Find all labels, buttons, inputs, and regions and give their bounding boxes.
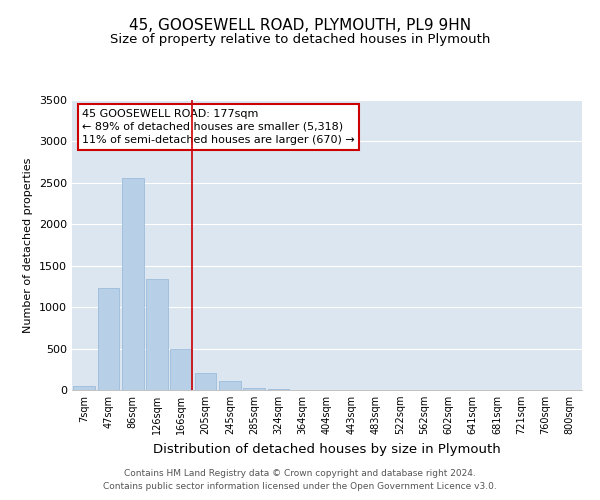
Y-axis label: Number of detached properties: Number of detached properties bbox=[23, 158, 34, 332]
Text: 45, GOOSEWELL ROAD, PLYMOUTH, PL9 9HN: 45, GOOSEWELL ROAD, PLYMOUTH, PL9 9HN bbox=[129, 18, 471, 32]
X-axis label: Distribution of detached houses by size in Plymouth: Distribution of detached houses by size … bbox=[153, 442, 501, 456]
Bar bbox=[170, 348, 192, 390]
Bar bbox=[268, 389, 289, 390]
Text: Contains public sector information licensed under the Open Government Licence v3: Contains public sector information licen… bbox=[103, 482, 497, 491]
Bar bbox=[97, 288, 119, 390]
Bar bbox=[73, 386, 95, 390]
Bar bbox=[243, 388, 265, 390]
Text: 45 GOOSEWELL ROAD: 177sqm
← 89% of detached houses are smaller (5,318)
11% of se: 45 GOOSEWELL ROAD: 177sqm ← 89% of detac… bbox=[82, 108, 355, 145]
Bar bbox=[122, 178, 143, 390]
Bar bbox=[146, 279, 168, 390]
Bar bbox=[219, 381, 241, 390]
Text: Contains HM Land Registry data © Crown copyright and database right 2024.: Contains HM Land Registry data © Crown c… bbox=[124, 468, 476, 477]
Text: Size of property relative to detached houses in Plymouth: Size of property relative to detached ho… bbox=[110, 32, 490, 46]
Bar bbox=[194, 373, 217, 390]
